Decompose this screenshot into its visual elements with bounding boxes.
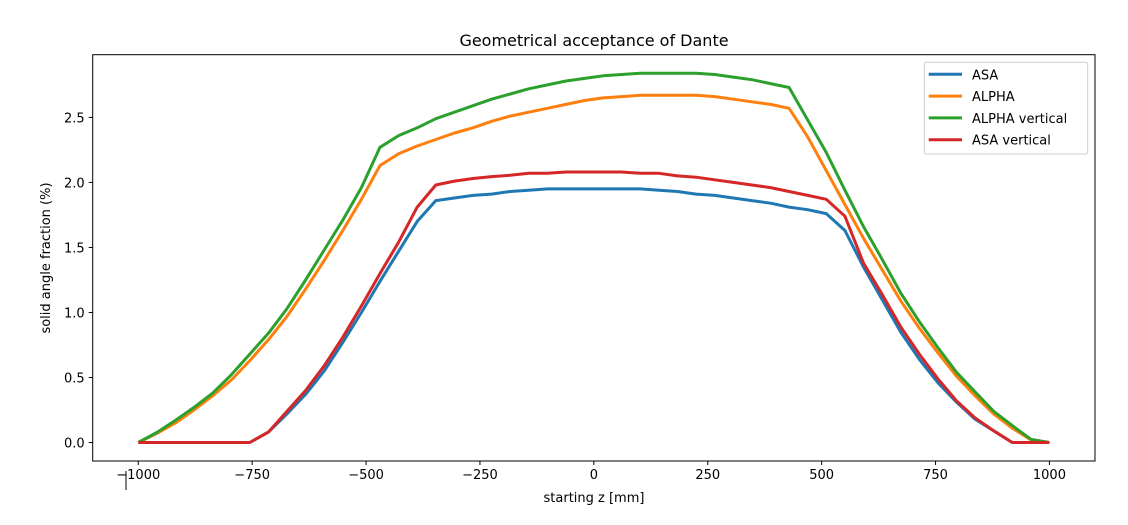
legend-label: ASA vertical — [972, 134, 1051, 149]
legend: ASA ALPHA ALPHA vertical ASA vertical — [923, 61, 1089, 155]
y-tick-label: 1.0 — [64, 306, 85, 321]
x-axis-label: starting z [mm] — [544, 491, 645, 506]
x-tick-label: −750 — [234, 468, 270, 483]
x-tick-label: 750 — [923, 468, 948, 483]
legend-label: ALPHA — [972, 90, 1015, 105]
y-tick-label: 0.5 — [64, 372, 85, 387]
x-tick-label: 250 — [695, 468, 720, 483]
x-tick-label: −250 — [462, 468, 498, 483]
series-line-alpha — [137, 93, 1050, 444]
series-line-alpha-vertical — [137, 71, 1050, 444]
legend-label: ALPHA vertical — [972, 112, 1067, 127]
y-tick-label: 0.0 — [64, 437, 85, 452]
legend-label: ASA — [972, 68, 998, 83]
series-layer — [137, 71, 1050, 444]
legend-item: ALPHA — [928, 90, 1015, 105]
y-tick-label: 2.0 — [64, 176, 85, 191]
y-axis-label: solid angle fraction (%) — [39, 182, 54, 333]
series-line-asa — [138, 187, 1050, 444]
x-tick-label: −1000 — [116, 468, 160, 483]
legend-box — [923, 61, 1089, 155]
x-tick-label: −500 — [348, 468, 384, 483]
x-axis: −1000 −750 −500 −250 0 250 500 750 1000 — [116, 461, 1066, 483]
y-axis: 0.0 0.5 1.0 1.5 2.0 2.5 — [64, 111, 93, 452]
legend-item: ALPHA vertical — [928, 112, 1067, 127]
x-tick-label: 1000 — [1033, 468, 1066, 483]
x-tick-label: 0 — [590, 468, 598, 483]
y-tick-label: 2.5 — [64, 111, 85, 126]
y-tick-label: 1.5 — [64, 241, 85, 256]
legend-item: ASA vertical — [928, 134, 1051, 149]
legend-item: ASA — [928, 68, 998, 83]
series-line-asa-vertical — [138, 170, 1050, 444]
chart-title: Geometrical acceptance of Dante — [459, 31, 728, 50]
x-tick-label: 500 — [809, 468, 834, 483]
